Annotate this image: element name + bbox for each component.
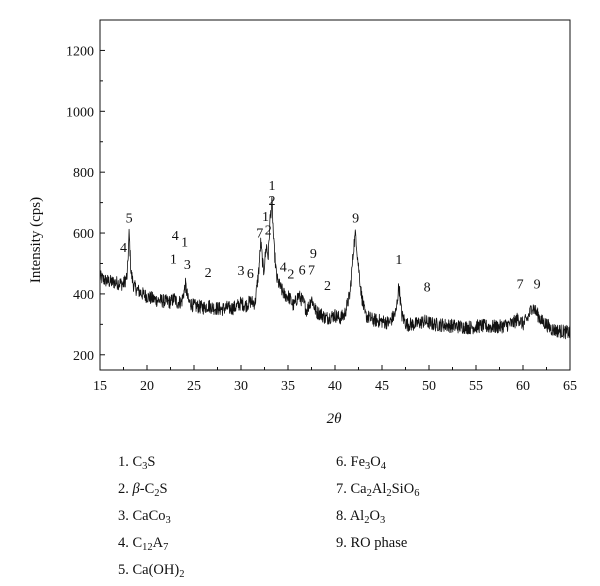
- x-tick-label: 40: [328, 379, 342, 394]
- peak-label: 4: [172, 229, 179, 244]
- peak-label: 3: [238, 264, 245, 279]
- xrd-chart: 15 20 25 30 35 40 45 50 55 60 65200400600800100012…: [28, 19, 577, 427]
- x-tick-label: 20: [140, 379, 154, 394]
- legend-item: 8. Al2O3: [336, 508, 386, 526]
- y-tick-label: 400: [73, 288, 94, 303]
- x-tick-label: 65: [563, 379, 577, 394]
- chart-axes: [99, 19, 571, 371]
- peak-label: 2: [269, 194, 276, 209]
- peak-label: 2: [265, 224, 272, 239]
- legend-item: 1. C3S: [118, 454, 156, 472]
- peak-label: 5: [126, 211, 133, 226]
- peak-label: 2: [287, 268, 294, 283]
- peak-label: 1: [262, 210, 269, 225]
- legend-item: 4. C12A7: [118, 535, 169, 553]
- y-tick-label: 200: [73, 349, 94, 364]
- y-axis-label: Intensity (cps): [28, 197, 44, 283]
- legend-item: 6. Fe3O4: [336, 454, 386, 472]
- x-tick-label: 15: [93, 379, 107, 394]
- peak-label: 7: [517, 277, 524, 292]
- peak-label: 6: [299, 264, 306, 279]
- legend-item: 7. Ca2Al2SiO6: [336, 481, 420, 499]
- y-tick-label: 1000: [66, 105, 94, 120]
- x-tick-label: 50: [422, 379, 436, 394]
- peak-label: 4: [120, 241, 127, 256]
- legend-item: 3. CaCo3: [118, 508, 171, 526]
- peak-label: 7: [308, 264, 315, 279]
- peak-label: 4: [280, 261, 287, 276]
- y-tick-label: 600: [73, 227, 94, 242]
- y-tick-label: 800: [73, 166, 94, 181]
- peak-label: 1: [395, 253, 402, 268]
- legend-item: 5. Ca(OH)2: [118, 562, 185, 580]
- x-tick-label: 25: [187, 379, 201, 394]
- legend-column-right: 6. Fe3O4 7. Ca2Al2SiO6 8. Al2O3 9. RO phase: [336, 451, 419, 555]
- peak-label: 2: [205, 266, 212, 281]
- peak-label: 1: [181, 236, 188, 251]
- x-tick-label: 55: [469, 379, 483, 394]
- peak-label: 8: [424, 280, 431, 295]
- legend-column-left: 1. C3S 2. β-C2S 3. CaCo3 4. C12A7 5. Ca(OH)2: [118, 451, 184, 586]
- x-tick-label: 45: [375, 379, 389, 394]
- x-axis-label: 2θ: [327, 411, 343, 427]
- peak-label: 1: [170, 252, 177, 267]
- peak-label: 6: [247, 267, 254, 282]
- peak-label: 1: [269, 179, 276, 194]
- peak-label: 2: [324, 279, 331, 294]
- legend-item: 9. RO phase: [336, 535, 408, 551]
- peak-label: 3: [184, 258, 191, 273]
- x-tick-label: 60: [516, 379, 530, 394]
- peak-label: 9: [352, 211, 359, 226]
- x-tick-label: 30: [234, 379, 248, 394]
- xrd-trace: [99, 196, 571, 340]
- legend-item: 2. β-C2S: [118, 481, 168, 499]
- peak-label: 9: [310, 247, 317, 262]
- peak-label: 9: [534, 277, 541, 292]
- y-tick-label: 1200: [66, 44, 94, 59]
- series-line: [99, 196, 571, 340]
- tick-labels: 15 20 25 30 35 40 45 50 55 60 65200400600800100012…: [66, 44, 577, 394]
- x-tick-label: 35: [281, 379, 295, 394]
- peak-label: 7: [256, 227, 263, 242]
